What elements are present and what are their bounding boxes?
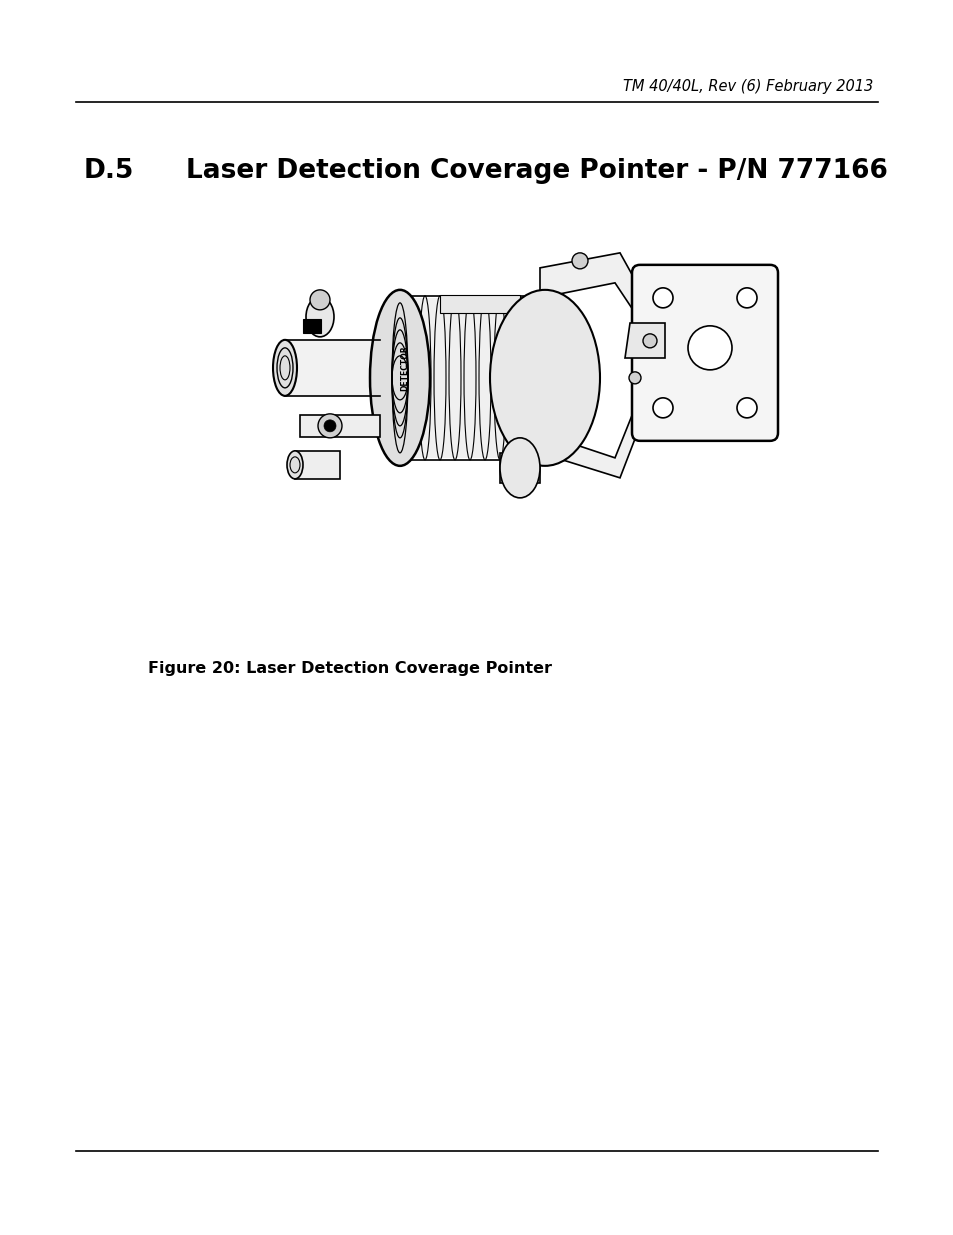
Ellipse shape <box>652 398 672 417</box>
Ellipse shape <box>310 290 330 310</box>
Ellipse shape <box>287 451 303 479</box>
Ellipse shape <box>572 253 587 269</box>
Bar <box>285 340 379 396</box>
Text: Figure 20: Laser Detection Coverage Pointer: Figure 20: Laser Detection Coverage Poin… <box>148 661 551 676</box>
Ellipse shape <box>324 420 335 432</box>
Ellipse shape <box>499 438 539 498</box>
Text: D.5: D.5 <box>84 158 134 184</box>
Ellipse shape <box>737 398 757 417</box>
Ellipse shape <box>273 340 296 396</box>
Ellipse shape <box>306 296 334 337</box>
Ellipse shape <box>642 333 657 348</box>
Ellipse shape <box>490 290 599 466</box>
Bar <box>299 415 379 437</box>
Bar <box>294 451 339 479</box>
Polygon shape <box>439 295 519 312</box>
Text: TM 40/40L, Rev (6) February 2013: TM 40/40L, Rev (6) February 2013 <box>622 79 872 94</box>
Polygon shape <box>539 253 644 327</box>
Polygon shape <box>624 322 664 358</box>
Ellipse shape <box>737 288 757 308</box>
Text: DETECTOR: DETECTOR <box>400 345 409 390</box>
Ellipse shape <box>317 414 341 438</box>
Ellipse shape <box>628 372 640 384</box>
Ellipse shape <box>652 288 672 308</box>
Bar <box>399 298 544 458</box>
Ellipse shape <box>370 290 430 466</box>
Ellipse shape <box>687 326 731 369</box>
Text: Laser Detection Coverage Pointer - P/N 777166: Laser Detection Coverage Pointer - P/N 7… <box>186 158 887 184</box>
Bar <box>499 453 539 483</box>
Polygon shape <box>539 383 644 478</box>
Bar <box>303 319 320 333</box>
FancyBboxPatch shape <box>631 264 778 441</box>
